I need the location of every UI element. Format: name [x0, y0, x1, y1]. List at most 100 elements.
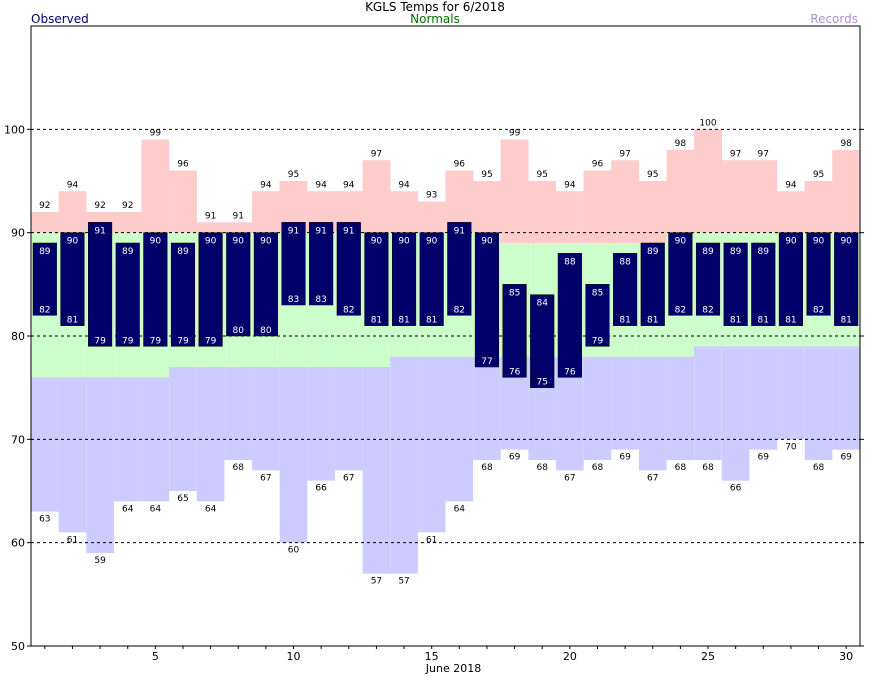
observed-high-label: 90: [67, 237, 79, 247]
record-high-label: 91: [205, 211, 216, 221]
observed-high-label: 91: [94, 226, 105, 236]
observed-bar: [640, 242, 665, 326]
observed-low-label: 75: [536, 378, 547, 388]
record-low-label: 66: [315, 484, 327, 494]
observed-low-label: 82: [454, 305, 465, 315]
record-low-label: 68: [813, 463, 825, 473]
observed-high-label: 90: [426, 237, 438, 247]
observed-low-label: 81: [426, 316, 437, 326]
observed-bar: [585, 284, 610, 347]
record-high-label: 98: [675, 139, 687, 149]
observed-high-label: 85: [592, 288, 603, 298]
record-high-label: 97: [730, 149, 741, 159]
record-high-label: 94: [343, 180, 355, 190]
observed-low-label: 79: [122, 336, 134, 346]
observed-bar: [474, 232, 500, 368]
observed-bar: [723, 242, 748, 326]
observed-high-label: 91: [343, 226, 354, 236]
record-low-label: 57: [398, 577, 409, 587]
record-low-label: 67: [564, 473, 575, 483]
observed-low-label: 81: [371, 316, 382, 326]
grid-layer: [31, 128, 860, 544]
x-axis-label: June 2018: [425, 662, 481, 675]
record-low-label: 69: [509, 453, 521, 463]
observed-high-label: 90: [785, 237, 797, 247]
observed-high-label: 89: [39, 247, 51, 257]
observed-low-label: 81: [398, 316, 409, 326]
record-high-label: 94: [785, 180, 797, 190]
record-low-label: 66: [730, 484, 742, 494]
x-tick-label: 30: [839, 650, 853, 663]
record-high-label: 95: [813, 170, 824, 180]
observed-low-label: 81: [730, 316, 741, 326]
observed-low-label: 76: [509, 367, 521, 377]
observed-low-label: 82: [675, 305, 686, 315]
record-low-label: 61: [67, 535, 78, 545]
observed-high-label: 84: [536, 299, 548, 309]
record-low-label: 69: [840, 453, 852, 463]
record-low-label: 63: [39, 515, 50, 525]
observed-bar: [391, 232, 417, 326]
observed-high-label: 91: [454, 226, 465, 236]
observed-low-label: 77: [481, 357, 492, 367]
record-high-label: 95: [536, 170, 547, 180]
x-tick-label: 10: [287, 650, 301, 663]
record-high-label: 92: [94, 201, 105, 211]
observed-high-label: 90: [371, 237, 383, 247]
legend-observed: Observed: [31, 12, 89, 26]
observed-low-label: 82: [702, 305, 713, 315]
observed-bar: [364, 232, 389, 326]
observed-low-label: 81: [840, 316, 851, 326]
observed-high-label: 89: [122, 247, 134, 257]
y-tick-label: 60: [11, 537, 25, 550]
observed-bar: [447, 222, 472, 316]
axes-layer: 50 60 70 80 90 100 5 10 15 20 25 30 June 2018: [4, 25, 864, 675]
record-low-label: 68: [536, 463, 548, 473]
record-low-label: 69: [758, 453, 770, 463]
record-high-label: 94: [67, 180, 79, 190]
record-low-label: 68: [675, 463, 687, 473]
observed-high-label: 90: [205, 237, 217, 247]
record-high-label: 95: [288, 170, 299, 180]
record-high-label: 97: [371, 149, 382, 159]
record-low-label: 68: [702, 463, 714, 473]
record-low-label: 59: [94, 556, 106, 566]
record-high-label: 94: [315, 180, 327, 190]
observed-low-label: 79: [205, 336, 217, 346]
legend-normals: Normals: [410, 12, 460, 26]
observed-high-label: 91: [288, 226, 299, 236]
record-high-label: 97: [758, 149, 769, 159]
record-high-label: 93: [426, 191, 437, 201]
record-low-label: 68: [592, 463, 604, 473]
observed-bar: [502, 284, 527, 378]
observed-bar: [60, 232, 85, 326]
record-low-label: 64: [454, 504, 466, 514]
record-high-label: 94: [398, 180, 410, 190]
observed-high-label: 90: [260, 237, 272, 247]
observed-low-label: 79: [177, 336, 189, 346]
observed-bar: [695, 242, 721, 316]
record-high-label: 97: [619, 149, 630, 159]
observed-low-label: 83: [315, 295, 326, 305]
observed-high-label: 91: [315, 226, 326, 236]
x-tick-label: 25: [701, 650, 715, 663]
observed-bar: [557, 253, 582, 378]
observed-high-label: 90: [481, 237, 493, 247]
observed-bar: [281, 222, 306, 306]
record-high-label: 100: [699, 118, 716, 128]
y-tick-label: 70: [11, 433, 25, 446]
observed-bar: [530, 294, 555, 388]
x-tick-label: 15: [425, 650, 439, 663]
observed-bar: [226, 232, 251, 337]
y-tick-label: 100: [4, 123, 25, 136]
x-tick-label: 20: [563, 650, 577, 663]
record-high-label: 91: [233, 211, 244, 221]
record-high-label: 94: [260, 180, 272, 190]
record-high-label: 96: [177, 160, 189, 170]
observed-bar: [170, 242, 196, 347]
record-low-label: 67: [647, 473, 658, 483]
observed-high-label: 89: [647, 247, 659, 257]
observed-high-label: 90: [398, 237, 410, 247]
record-low-label: 60: [288, 546, 300, 556]
